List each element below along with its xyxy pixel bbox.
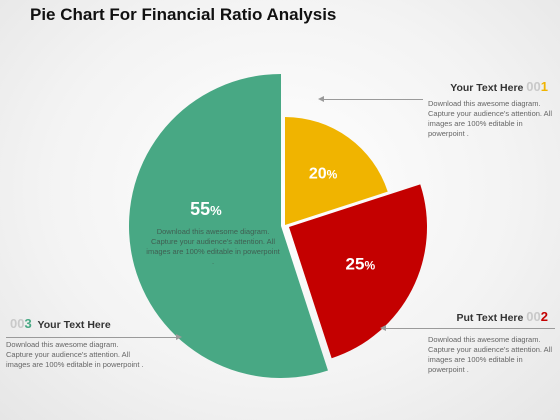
- callout-2-number: 002: [526, 309, 548, 324]
- callout-1-body: Download this awesome diagram. Capture y…: [428, 99, 553, 138]
- callout-3: 003 Your Text Here Download this awesome…: [6, 317, 146, 370]
- callout-3-leader-line: [6, 337, 176, 338]
- callout-1-arrow-icon: [318, 96, 324, 102]
- callout-1-number: 001: [526, 79, 548, 94]
- callout-2-leader-line: [385, 328, 555, 329]
- pie-slice-3: [128, 74, 328, 378]
- callout-2-arrow-icon: [380, 325, 386, 331]
- callout-1-heading: Your Text Here: [450, 82, 524, 94]
- callout-2-body: Download this awesome diagram. Capture y…: [428, 335, 553, 374]
- callout-1: Your Text Here 001 Download this awesome…: [428, 80, 558, 139]
- callout-3-number: 003: [10, 316, 32, 331]
- pie-slice-1: [285, 117, 388, 225]
- callout-3-header: 003 Your Text Here: [6, 317, 146, 332]
- pie-slice-3-label: 55%: [190, 199, 222, 219]
- center-note: Download this awesome diagram. Capture y…: [146, 227, 280, 266]
- callout-3-arrow-icon: [176, 334, 182, 340]
- pie-slice-2-label: 25%: [346, 254, 376, 273]
- callout-3-heading: Your Text Here: [37, 319, 111, 331]
- callout-3-body: Download this awesome diagram. Capture y…: [6, 340, 144, 369]
- callout-2: Put Text Here 002 Download this awesome …: [428, 310, 558, 375]
- chart-title: Pie Chart For Financial Ratio Analysis: [30, 5, 337, 24]
- callout-2-heading: Put Text Here: [456, 312, 524, 324]
- callout-1-header: Your Text Here 001: [428, 80, 558, 95]
- pie-slice-1-label: 20%: [309, 166, 338, 183]
- pie-slice-2: [289, 184, 427, 359]
- callout-1-leader-line: [323, 99, 423, 100]
- callout-2-header: Put Text Here 002: [428, 310, 558, 325]
